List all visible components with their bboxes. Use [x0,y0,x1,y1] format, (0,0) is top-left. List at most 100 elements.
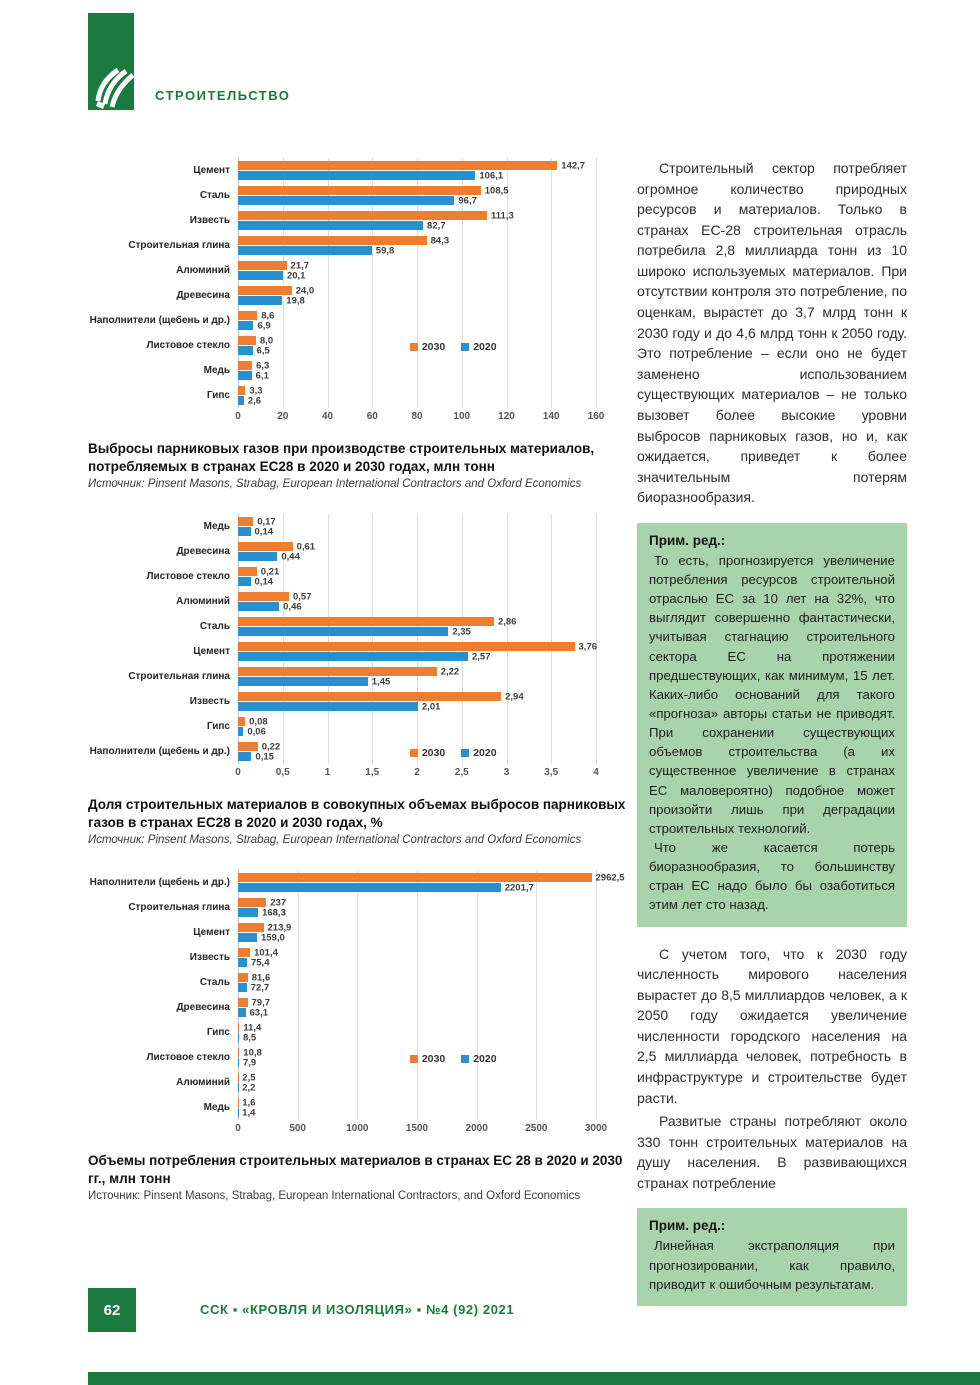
bar-line: 84,3 [238,235,596,246]
bar-line: 142,7 [238,160,596,171]
section-heading: СТРОИТЕЛЬСТВО [155,88,291,103]
note-paragraph: То есть, прогнозируется увеличение потре… [649,552,895,836]
bar-line: 0,06 [238,726,596,738]
bar-value-label: 2,57 [472,651,491,663]
category-label: Медь [203,521,230,533]
bar-2030 [238,311,258,320]
bar-value-label: 237 [270,897,287,909]
bar-value-label: 2,01 [421,701,441,713]
gridline [327,158,329,408]
bar-value-label: 8,5 [243,1032,257,1044]
bar-value-label: 11,4 [243,1022,262,1034]
gridline [372,514,374,765]
article-paragraph: Развитые страны потребляют около 330 тон… [637,1113,907,1191]
x-tick-label: 500 [289,1123,306,1135]
bar-2020 [238,246,372,255]
bar-2020 [238,196,455,205]
x-tick-label: 20 [277,411,289,422]
category-label: Гипс [206,1027,230,1039]
chart-source: Источник: Pinsent Masons, Strabag, Europ… [88,834,582,847]
bar-line: 0,57 [238,591,596,603]
category-label: Листовое стекло [146,340,230,351]
publisher-logo [88,13,135,110]
bar-line: 2201,7 [238,882,596,893]
bar-line: 111,3 [238,210,596,221]
bar-line: 6,3 [238,360,596,371]
bar-line: 1,4 [238,1107,596,1119]
bar-value-label: 159,0 [260,932,285,944]
footer-page-number: 62 [88,1288,136,1332]
bar-group: 21,7 20,1 [238,258,596,283]
gridline [282,514,284,765]
chart-legend: 2030 2020 [409,341,497,353]
bar-line: 20,1 [238,270,596,281]
category-label: Древесина [176,546,230,558]
bar-2030 [238,898,267,908]
bar-2030 [238,998,248,1008]
bar-value-label: 82,7 [427,220,446,231]
gridline [596,158,597,408]
bar-2020 [238,1008,246,1018]
category-label: Цемент [193,927,230,939]
bar-2030 [238,336,256,345]
category-label: Строительная глина [128,671,230,683]
category-label: Алюминий [176,1077,230,1089]
bar-line: 168,3 [238,907,596,918]
bar-group: 84,3 59,8 [238,233,596,258]
bar-line: 0,44 [238,551,596,562]
note-heading: Прим. ред.: [649,1218,726,1234]
legend-label: 2020 [473,747,497,760]
bar-group: 8,6 6,9 [238,308,596,333]
bar-line: 2,86 [238,616,596,627]
bar-line: 8,0 [238,335,596,346]
bar-2030 [238,286,292,295]
bar-2020 [238,727,244,737]
bar-value-label: 2,35 [452,626,471,638]
category-label: Цемент [193,646,230,658]
bar-value-label: 2,5 [242,1072,256,1084]
bar-value-label: 0,14 [254,526,274,538]
x-tick-label: 2 [414,767,420,779]
gridline [417,514,418,765]
bar-group: 0,22 0,15 [238,739,596,764]
bar-2020 [238,396,244,405]
x-tick-label: 160 [587,411,605,422]
note-paragraph: Что же касается потерь биоразнообразия, … [649,839,895,913]
bar-line: 79,7 [238,997,596,1008]
bar-2030 [238,692,502,702]
bar-line: 2962,5 [238,872,625,883]
footer-rule [88,1372,980,1385]
bar-line: 3,76 [238,641,597,652]
bar-value-label: 106,1 [479,170,504,181]
bar-line: 0,14 [238,576,596,587]
bar-value-label: 0,57 [293,591,312,603]
bar-line: 8,5 [238,1032,596,1044]
category-label: Медь [203,365,230,376]
bar-group: 79,7 63,1 [238,995,596,1020]
bar-2030 [238,361,253,370]
category-label: Известь [189,215,230,226]
bar-value-label: 2,2 [242,1082,256,1094]
bar-line: 1,6 [238,1097,596,1108]
bar-2030 [238,261,287,270]
bar-2030 [238,1098,239,1108]
bar-value-label: 84,3 [430,235,450,246]
bar-value-label: 0,15 [255,751,274,763]
bar-2020 [238,552,278,562]
gridline [476,870,478,1121]
category-label: Строительная глина [128,902,230,914]
bar-group: 2,22 1,45 [238,664,596,689]
bar-line: 63,1 [238,1007,596,1018]
category-label: Известь [189,952,230,964]
x-tick-label: 100 [453,411,471,422]
legend-label: 2030 [421,747,446,760]
bar-2020 [238,627,449,637]
bar-value-label: 111,3 [491,210,514,221]
bar-value-label: 0,06 [247,726,266,738]
bar-value-label: 1,4 [242,1107,256,1119]
legend-item: 2020 [461,341,497,353]
bar-line: 59,8 [238,245,596,256]
bar-value-label: 96,7 [458,195,477,206]
plot-area: 142,7 106,1 108,5 96,7 111,3 82,7 84,3 59,8 21,7… [238,158,597,408]
plot-area: 0,17 0,14 0,61 0,44 0,21 0,14 0,57 0,46 2,86 2,35… [238,514,597,765]
